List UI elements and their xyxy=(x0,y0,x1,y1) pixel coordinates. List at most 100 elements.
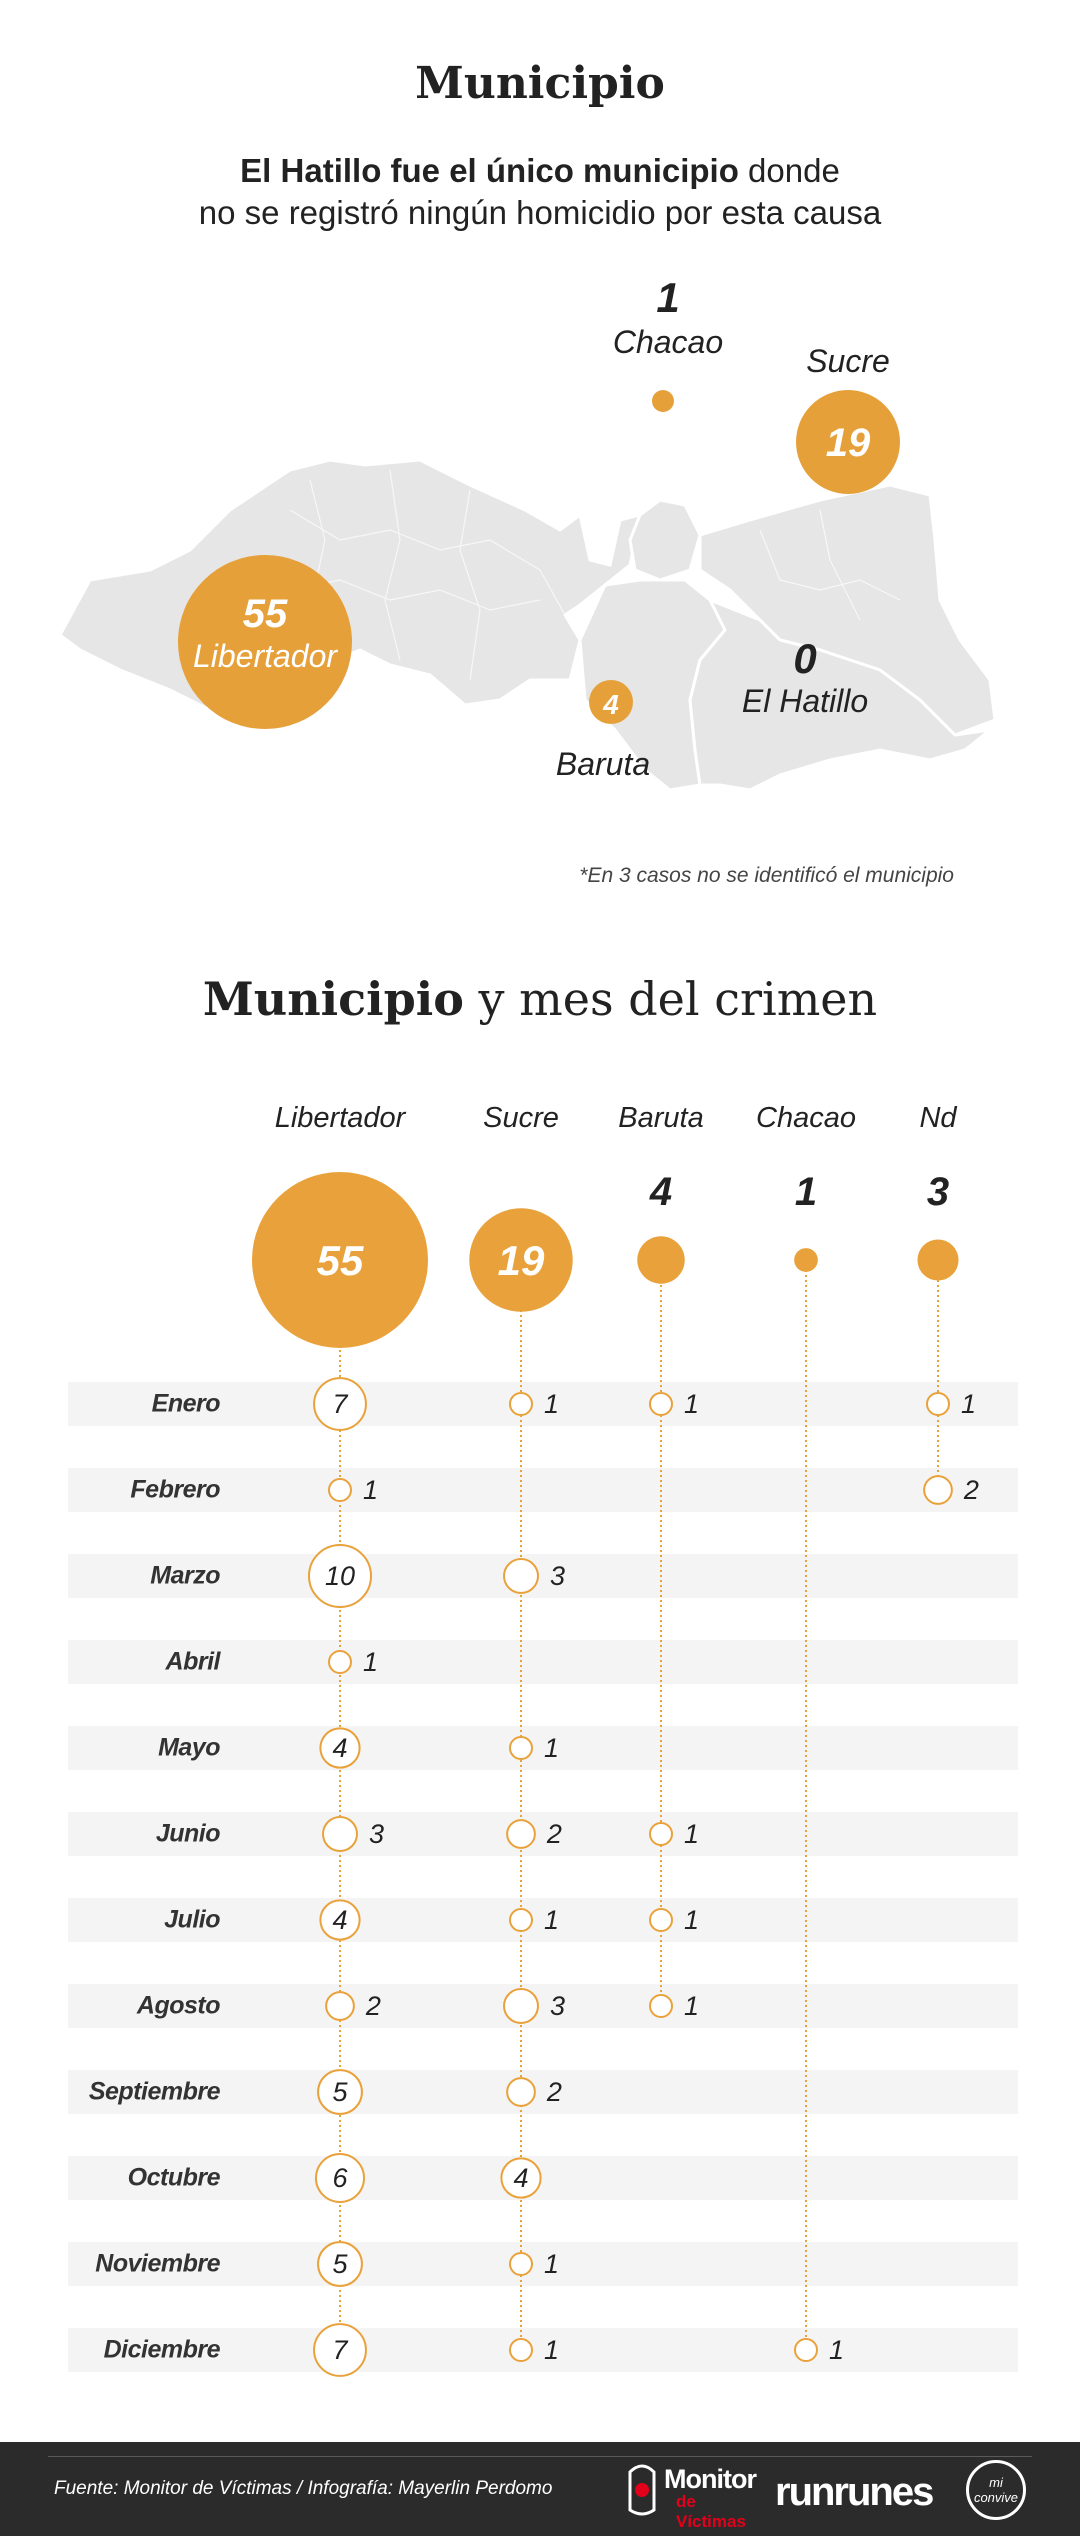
map-value-sucre: 19 xyxy=(826,421,871,465)
cell-bubble-libertador-mayo xyxy=(319,1727,361,1769)
cell-value-sucre-noviembre: 1 xyxy=(544,2249,559,2279)
row-band-abril xyxy=(68,1640,1018,1684)
cell-bubble-libertador-septiembre xyxy=(317,2069,363,2115)
column-header-baruta: Baruta xyxy=(618,1102,704,1134)
cell-bubble-libertador-enero xyxy=(313,1377,367,1431)
month-label-octubre: Octubre xyxy=(127,2163,221,2192)
month-label-mayo: Mayo xyxy=(158,1733,220,1762)
cell-bubble-libertador-abril xyxy=(328,1650,352,1674)
subtitle-bold: El Hatillo fue el único municipio xyxy=(240,152,739,189)
cell-value-libertador-junio: 3 xyxy=(369,1819,384,1849)
cell-value-libertador-febrero: 1 xyxy=(363,1475,378,1505)
total-bubble-nd xyxy=(917,1239,959,1281)
map-name-chacao: Chacao xyxy=(613,324,723,360)
chart-title-bold: Municipio xyxy=(202,972,464,1026)
map-name-baruta: Baruta xyxy=(556,746,650,782)
cell-value-sucre-julio: 1 xyxy=(544,1905,559,1935)
month-label-diciembre: Diciembre xyxy=(103,2335,221,2364)
column-header-libertador: Libertador xyxy=(274,1102,406,1134)
logo-mi-convive: mi convive xyxy=(966,2460,1026,2520)
row-band-octubre xyxy=(68,2156,1018,2200)
cell-bubble-libertador-junio xyxy=(322,1816,358,1852)
cell-value-libertador-julio: 4 xyxy=(332,1905,347,1935)
row-band-marzo xyxy=(68,1554,1018,1598)
section-subtitle: El Hatillo fue el único municipio donde … xyxy=(0,150,1080,234)
cell-value-sucre-diciembre: 1 xyxy=(544,2335,559,2365)
row-band-febrero xyxy=(68,1468,1018,1512)
total-bubble-sucre xyxy=(469,1208,573,1312)
cell-value-baruta-julio: 1 xyxy=(684,1905,699,1935)
cell-bubble-nd-enero xyxy=(926,1392,950,1416)
cell-value-sucre-septiembre: 2 xyxy=(546,2077,562,2107)
month-label-abril: Abril xyxy=(165,1647,221,1676)
cell-bubble-sucre-noviembre xyxy=(509,2252,533,2276)
cell-bubble-libertador-agosto xyxy=(325,1991,355,2021)
cell-bubble-sucre-junio xyxy=(506,1819,536,1849)
map-region-el-hatillo xyxy=(688,597,996,792)
cell-bubble-sucre-octubre xyxy=(500,2157,542,2199)
month-label-julio: Julio xyxy=(164,1905,220,1934)
cell-value-baruta-agosto: 1 xyxy=(684,1991,699,2021)
cell-value-chacao-diciembre: 1 xyxy=(829,2335,844,2365)
cell-bubble-sucre-mayo xyxy=(509,1736,533,1760)
map-bubble-libertador xyxy=(178,555,352,729)
map-value-libertador: 55 xyxy=(243,592,288,636)
total-value-nd: 3 xyxy=(926,1170,950,1214)
cell-value-sucre-enero: 1 xyxy=(544,1389,559,1419)
map-bubble-baruta xyxy=(589,680,633,724)
row-band-enero xyxy=(68,1382,1018,1426)
total-bubble-baruta xyxy=(637,1236,685,1284)
subtitle-line2: no se registró ningún homicidio por esta… xyxy=(198,194,882,231)
map-bubble-chacao xyxy=(652,390,674,412)
cell-bubble-libertador-noviembre xyxy=(317,2241,363,2287)
cell-bubble-baruta-julio xyxy=(649,1908,673,1932)
total-value-chacao: 1 xyxy=(794,1170,818,1214)
month-label-noviembre: Noviembre xyxy=(95,2249,220,2278)
row-band-noviembre xyxy=(68,2242,1018,2286)
caracas-map: 55 Libertador 1 Chacao Sucre 19 4 Baruta… xyxy=(60,280,997,792)
cell-bubble-libertador-diciembre xyxy=(313,2323,367,2377)
row-band-diciembre xyxy=(68,2328,1018,2372)
cell-value-libertador-enero: 7 xyxy=(332,1389,348,1419)
footer-divider xyxy=(48,2456,1032,2457)
row-band-julio xyxy=(68,1898,1018,1942)
cell-bubble-libertador-febrero xyxy=(328,1478,352,1502)
row-band-junio xyxy=(68,1812,1018,1856)
column-header-nd: Nd xyxy=(919,1102,957,1134)
cell-value-libertador-octubre: 6 xyxy=(332,2163,348,2193)
cell-bubble-libertador-octubre xyxy=(314,2152,366,2204)
total-bubble-libertador xyxy=(252,1172,428,1348)
total-value-baruta: 4 xyxy=(649,1170,673,1214)
cell-bubble-libertador-marzo xyxy=(308,1544,372,1608)
logo-victimas-text: de Víctimas xyxy=(676,2492,746,2531)
chart-title-rest: y mes del crimen xyxy=(463,972,878,1026)
cell-bubble-baruta-agosto xyxy=(649,1994,673,2018)
map-name-el-hatillo: El Hatillo xyxy=(742,683,868,719)
cell-value-libertador-agosto: 2 xyxy=(365,1991,381,2021)
map-value-chacao: 1 xyxy=(656,280,679,321)
cell-value-sucre-agosto: 3 xyxy=(550,1991,565,2021)
cell-value-nd-enero: 1 xyxy=(961,1389,976,1419)
row-band-mayo xyxy=(68,1726,1018,1770)
cell-value-libertador-diciembre: 7 xyxy=(332,2335,348,2365)
section-title-municipio: Municipio xyxy=(415,58,665,109)
month-label-febrero: Febrero xyxy=(130,1475,220,1504)
map-name-sucre: Sucre xyxy=(806,343,890,379)
column-header-sucre: Sucre xyxy=(483,1102,559,1134)
total-value-sucre: 19 xyxy=(498,1237,545,1284)
footer-source: Fuente: Monitor de Víctimas / Infografía… xyxy=(54,2478,553,2499)
cell-bubble-libertador-julio xyxy=(319,1899,361,1941)
month-label-junio: Junio xyxy=(155,1819,221,1848)
map-bubble-sucre xyxy=(796,390,900,494)
logo-monitor-text: Monitor xyxy=(664,2464,757,2494)
chart-title: Municipio y mes del crimen xyxy=(0,972,1080,1026)
map-value-baruta: 4 xyxy=(602,689,619,720)
bubble-matrix-svg: 55 19 7 1 1 1 1 2 10 3 1 4 1 3 2 1 4 1 1 2 3 1 5 2 6 4 5 1 7 1 1 xyxy=(252,1172,979,2377)
total-value-libertador: 55 xyxy=(317,1237,364,1284)
row-band-agosto xyxy=(68,1984,1018,2028)
column-header-chacao: Chacao xyxy=(756,1102,856,1134)
cell-value-sucre-junio: 2 xyxy=(546,1819,562,1849)
month-label-septiembre: Septiembre xyxy=(88,2077,221,2106)
cell-value-libertador-septiembre: 5 xyxy=(332,2077,348,2107)
map-value-el-hatillo: 0 xyxy=(793,635,816,682)
